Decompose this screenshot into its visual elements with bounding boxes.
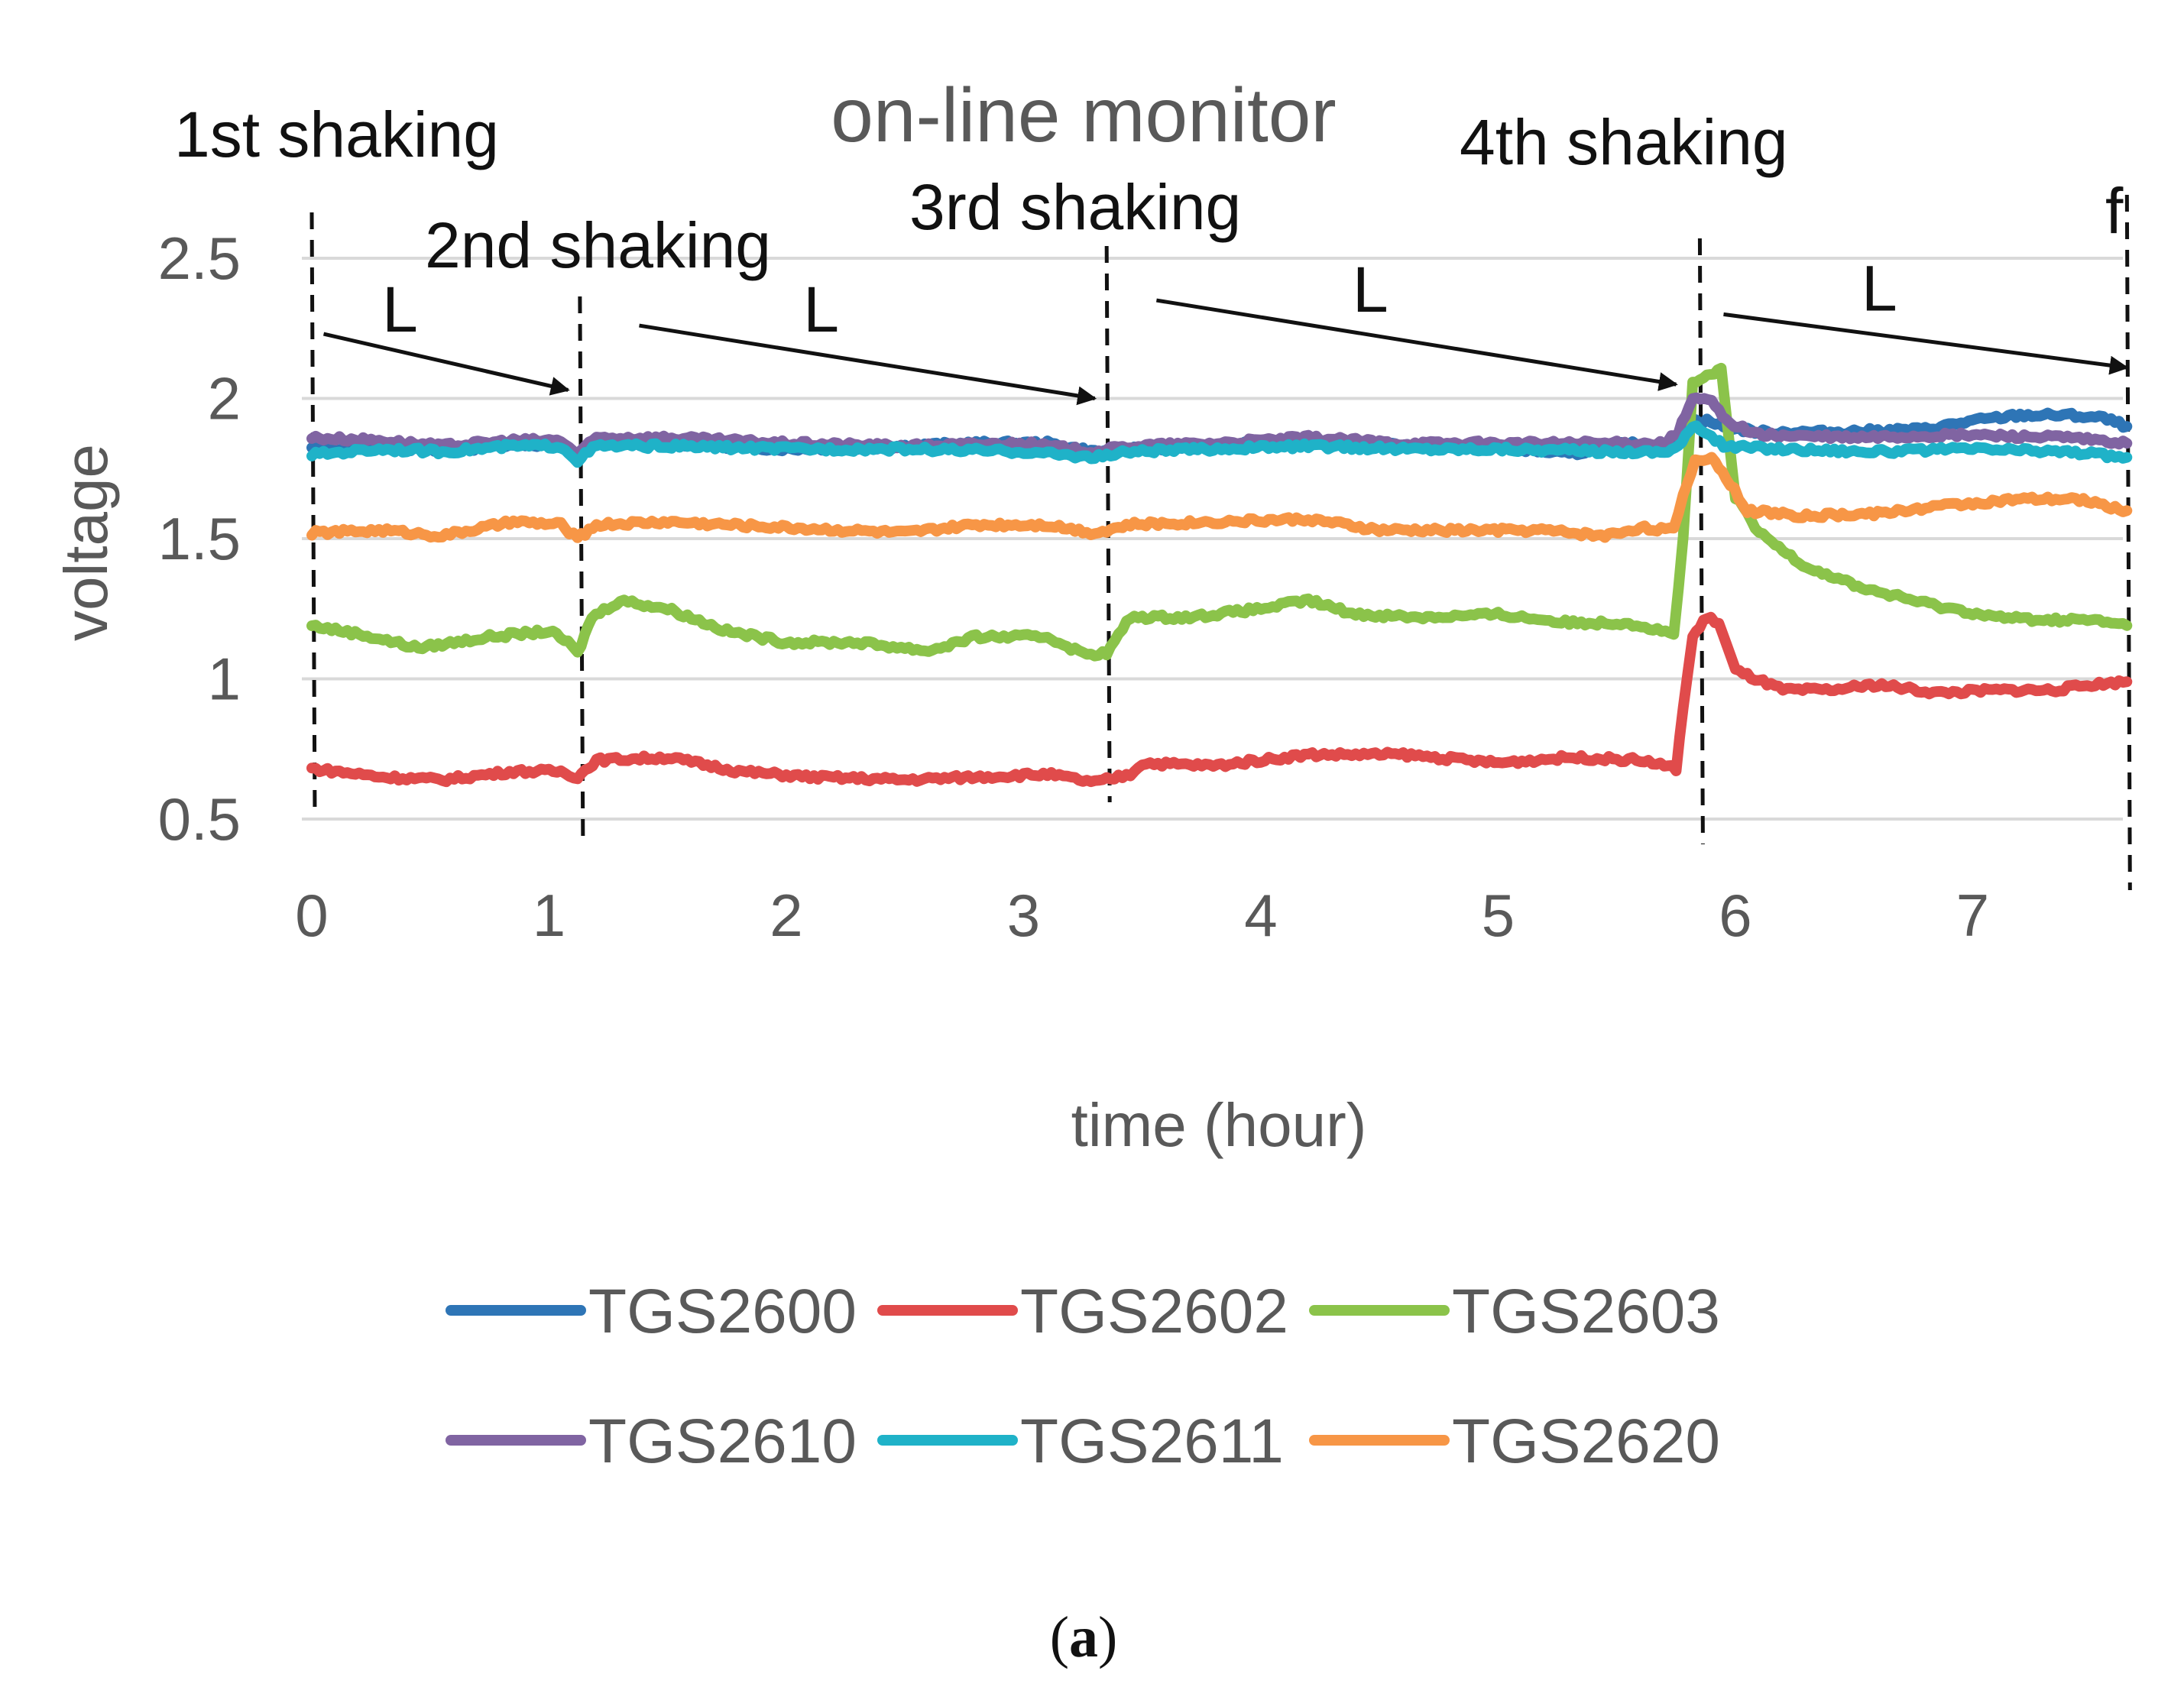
duration-arrow bbox=[1155, 298, 1678, 391]
end-marker-label: f bbox=[2105, 175, 2124, 247]
x-tick-label: 7 bbox=[1956, 882, 1989, 949]
shaking-marker-line bbox=[2124, 194, 2132, 891]
legend-label-tgs2600: TGS2600 bbox=[588, 1277, 857, 1346]
shaking-label-3: 3rd shaking bbox=[909, 171, 1241, 243]
x-tick-label: 1 bbox=[533, 882, 565, 949]
duration-arrow-label: L bbox=[1353, 254, 1388, 325]
y-axis-ticks: 0.5 1 1.5 2 2.5 bbox=[158, 225, 241, 853]
series-line-tgs2610 bbox=[306, 392, 2133, 461]
data-series bbox=[306, 362, 2133, 788]
x-axis-label: time (hour) bbox=[1071, 1091, 1367, 1159]
chart-title: on-line monitor bbox=[831, 73, 1336, 158]
legend-label-tgs2620: TGS2620 bbox=[1452, 1407, 1720, 1476]
duration-arrow bbox=[1723, 312, 2129, 375]
shaking-marker-line bbox=[1104, 245, 1112, 803]
y-tick-label: 1 bbox=[208, 646, 241, 713]
x-tick-label: 5 bbox=[1482, 882, 1515, 949]
series-line-tgs2620 bbox=[306, 452, 2133, 543]
y-tick-label: 2 bbox=[208, 365, 241, 432]
legend-label-tgs2610: TGS2610 bbox=[588, 1407, 857, 1476]
x-tick-label: 0 bbox=[295, 882, 328, 949]
duration-arrow-label: L bbox=[1862, 252, 1897, 324]
x-tick-label: 6 bbox=[1719, 882, 1751, 949]
shaking-marker-line bbox=[578, 296, 585, 841]
legend-label-tgs2611: TGS2611 bbox=[1020, 1407, 1284, 1476]
legend: TGS2600 TGS2602 TGS2603 TGS2610 TGS2611 TGS26… bbox=[446, 1277, 1720, 1476]
series-line-tgs2611 bbox=[306, 420, 2133, 468]
figure-caption: (a) bbox=[1050, 1605, 1118, 1669]
legend-label-tgs2602: TGS2602 bbox=[1020, 1277, 1288, 1346]
shaking-labels: 1st shaking 2nd shaking 3rd shaking 4th … bbox=[174, 99, 2124, 281]
y-tick-label: 2.5 bbox=[158, 225, 241, 292]
y-axis-label: voltage bbox=[52, 444, 120, 641]
shaking-label-1: 1st shaking bbox=[174, 99, 499, 170]
x-tick-label: 3 bbox=[1007, 882, 1040, 949]
legend-label-tgs2603: TGS2603 bbox=[1452, 1277, 1720, 1346]
shaking-marker-line bbox=[309, 212, 317, 817]
shaking-marker-line bbox=[1697, 238, 1705, 845]
series-line-tgs2603 bbox=[306, 362, 2133, 662]
y-tick-label: 1.5 bbox=[158, 505, 241, 572]
figure-caption-letter: a bbox=[1069, 1605, 1098, 1669]
shaking-label-2: 2nd shaking bbox=[425, 209, 771, 281]
shaking-label-4: 4th shaking bbox=[1460, 106, 1788, 178]
y-tick-label: 0.5 bbox=[158, 785, 241, 853]
shaking-markers bbox=[309, 194, 2132, 891]
series-line-tgs2602 bbox=[306, 611, 2133, 788]
x-tick-label: 2 bbox=[770, 882, 802, 949]
duration-arrow bbox=[639, 323, 1097, 406]
duration-arrow-label: L bbox=[803, 274, 839, 345]
duration-arrow bbox=[322, 332, 570, 396]
duration-arrow-label: L bbox=[382, 274, 418, 345]
x-tick-label: 4 bbox=[1244, 882, 1277, 949]
grid-lines bbox=[302, 257, 2123, 821]
x-axis-ticks: 0 1 2 3 4 5 6 7 bbox=[295, 882, 1989, 949]
